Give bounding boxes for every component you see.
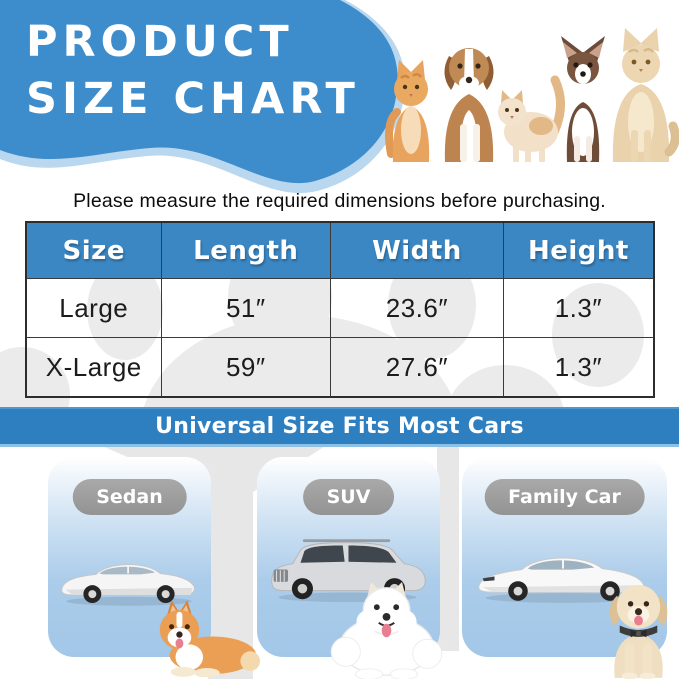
brown-white-dog-icon bbox=[444, 48, 494, 162]
family-car-icon bbox=[478, 557, 644, 603]
column-header-length: Length bbox=[160, 221, 332, 279]
sedan-car-icon bbox=[61, 564, 195, 606]
column-header-width: Width bbox=[330, 221, 504, 279]
header-wave-shape bbox=[0, 0, 406, 194]
cell-length: 51″ bbox=[160, 278, 332, 338]
column-header-height: Height bbox=[502, 221, 655, 279]
cell-length: 59″ bbox=[160, 337, 332, 398]
panel-suv: SUV bbox=[257, 457, 440, 657]
column-header-size: Size bbox=[25, 221, 162, 279]
table-row-xlarge: X-Large 59″ 27.6″ 1.3″ bbox=[25, 337, 655, 398]
page-title: PRODUCT SIZE CHART bbox=[26, 14, 360, 128]
size-table-header-row: Size Length Width Height bbox=[25, 221, 655, 279]
family-car-label-pill: Family Car bbox=[484, 479, 645, 515]
chihuahua-icon bbox=[561, 36, 605, 162]
corgi-dog-icon bbox=[159, 600, 261, 677]
golden-puppy-icon bbox=[609, 585, 668, 679]
cell-height: 1.3″ bbox=[502, 337, 655, 398]
cream-cat-icon bbox=[498, 75, 565, 162]
page-title-line2: SIZE CHART bbox=[26, 74, 360, 124]
notice-text: Please measure the required dimensions b… bbox=[73, 190, 606, 212]
panel-family-car: Family Car bbox=[462, 457, 667, 657]
sedan-label-pill: Sedan bbox=[72, 479, 187, 515]
panel-sedan: Sedan bbox=[48, 457, 211, 657]
pets-group-photo bbox=[385, 28, 679, 162]
orange-tabby-cat-icon bbox=[385, 60, 430, 162]
cell-width: 23.6″ bbox=[330, 278, 504, 338]
cell-size: X-Large bbox=[25, 337, 162, 398]
big-cream-cat-icon bbox=[612, 28, 679, 162]
cell-size: Large bbox=[25, 278, 162, 338]
page-title-line1: PRODUCT bbox=[26, 17, 294, 67]
universal-size-banner-text: Universal Size Fits Most Cars bbox=[155, 414, 524, 439]
table-row-large: Large 51″ 23.6″ 1.3″ bbox=[25, 278, 655, 338]
universal-size-banner: Universal Size Fits Most Cars bbox=[0, 407, 679, 447]
samoyed-dog-icon bbox=[330, 582, 443, 679]
cell-height: 1.3″ bbox=[502, 278, 655, 338]
size-table: Size Length Width Height Large 51″ 23.6″… bbox=[25, 221, 655, 398]
suv-label-pill: SUV bbox=[302, 479, 395, 515]
cell-width: 27.6″ bbox=[330, 337, 504, 398]
